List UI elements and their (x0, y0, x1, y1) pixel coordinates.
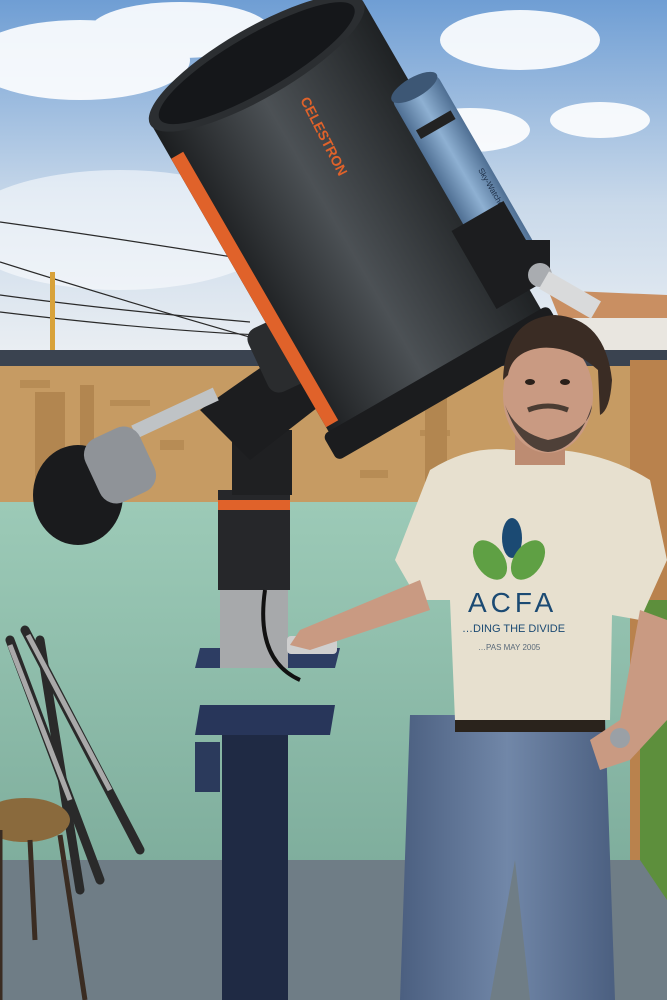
tripod-legs-silver (7, 633, 113, 801)
shirt-logo-text: ACFA (468, 587, 557, 618)
t-shirt (395, 449, 667, 720)
mustache (527, 403, 569, 413)
counterweight-shaft (131, 387, 219, 439)
utility-pole (50, 272, 55, 352)
focuser-assembly (451, 201, 601, 319)
face (503, 337, 593, 453)
pier-bracket (195, 742, 220, 792)
shirt-date: …PAS MAY 2005 (478, 643, 541, 652)
main-telescope-tube (148, 0, 561, 459)
pier-column (222, 730, 288, 1000)
pier-plate (195, 705, 335, 735)
counterweight (33, 426, 157, 545)
mount-orange-ring (218, 500, 290, 510)
beard (505, 405, 592, 452)
person: ACFA …DING THE DIVIDE …PAS MAY 2005 (290, 315, 667, 1000)
shirt-logo: ACFA …DING THE DIVIDE …PAS MAY 2005 (462, 518, 565, 652)
right-arm (590, 610, 667, 770)
logo-leaf-center (502, 518, 522, 558)
hair (503, 315, 612, 415)
logo-leaf-right (510, 540, 546, 580)
logo-leaf-left (472, 540, 508, 580)
jeans (400, 715, 615, 1000)
shirt-tagline: …DING THE DIVIDE (462, 623, 565, 635)
mount-silver-spacer (220, 588, 288, 668)
stool-legs (0, 830, 88, 1000)
stool-seat (0, 798, 70, 842)
left-arm (290, 580, 430, 650)
wristwatch (610, 728, 630, 748)
mount-cable (261, 589, 301, 682)
